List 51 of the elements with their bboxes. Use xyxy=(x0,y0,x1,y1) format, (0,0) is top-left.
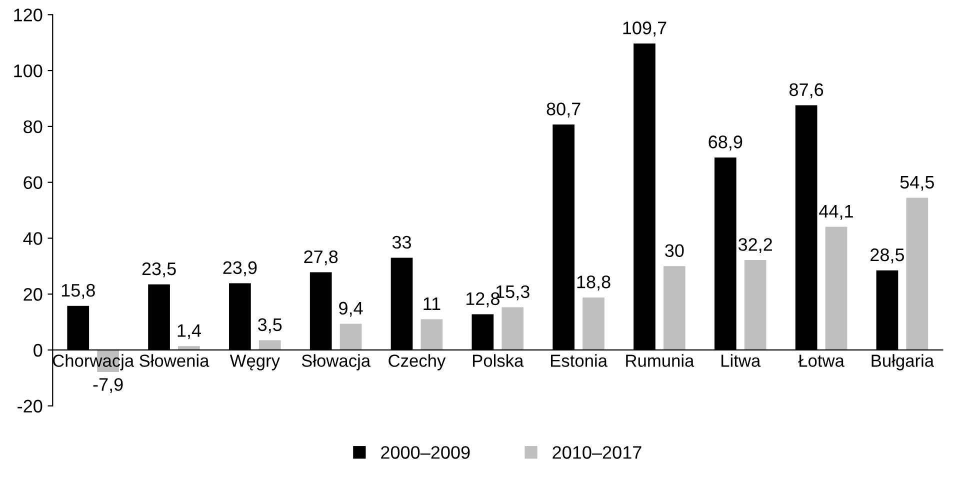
x-tick-label: Słowacja xyxy=(302,354,371,370)
data-label: 3,5 xyxy=(258,318,282,334)
y-tick-label: 100 xyxy=(14,64,42,78)
data-label: 80,7 xyxy=(546,102,580,118)
data-label: 44,1 xyxy=(819,205,853,220)
y-tick-label: 40 xyxy=(23,232,42,245)
bar xyxy=(582,297,604,350)
x-tick-label: Węgry xyxy=(230,354,280,370)
data-label: 68,9 xyxy=(708,136,742,150)
data-label: 30 xyxy=(665,244,684,258)
y-tick-label: 0 xyxy=(34,344,42,357)
x-tick-label: Czechy xyxy=(388,354,446,370)
bar xyxy=(420,319,443,350)
x-tick-label: Polska xyxy=(473,354,524,367)
data-label: 11 xyxy=(424,298,440,310)
data-label: 18,8 xyxy=(577,276,610,290)
bar xyxy=(744,260,766,350)
data-label: -7,9 xyxy=(93,378,123,394)
legend-label: 2000–2009 xyxy=(381,446,470,459)
bar xyxy=(502,307,524,350)
bar xyxy=(340,324,362,350)
data-label: 23,5 xyxy=(142,262,176,278)
bar xyxy=(664,266,686,350)
y-tick-label: 120 xyxy=(14,8,42,22)
bar xyxy=(258,340,281,350)
data-label: 9,4 xyxy=(339,302,363,317)
data-label: 32,2 xyxy=(738,238,772,254)
bar xyxy=(825,226,848,350)
data-label: 27,8 xyxy=(304,250,338,266)
data-label: 109,7 xyxy=(623,22,666,36)
data-label: 23,9 xyxy=(223,261,257,276)
x-tick-label: Rumunia xyxy=(626,354,694,367)
data-label: 1,4 xyxy=(178,324,201,340)
y-tick-label: 80 xyxy=(24,120,42,134)
y-tick-label: 60 xyxy=(24,176,42,190)
x-tick-label: Litwa xyxy=(722,354,761,367)
data-label: 33 xyxy=(392,236,412,249)
legend-label: 2010–2017 xyxy=(552,446,642,459)
x-tick-label: Chorwacja xyxy=(52,354,134,370)
data-label: 87,6 xyxy=(790,83,824,98)
y-tick-label: -20 xyxy=(18,400,42,413)
bar xyxy=(178,346,200,350)
x-tick-label: Słowenia xyxy=(140,354,210,367)
data-label: 54,5 xyxy=(900,176,934,191)
x-tick-label: Łotwa xyxy=(798,354,844,367)
data-label: 15,8 xyxy=(62,284,95,299)
data-label: 28,5 xyxy=(870,248,904,264)
y-tick-label: 20 xyxy=(24,288,42,301)
x-tick-label: Estonia xyxy=(551,354,608,367)
bar xyxy=(906,198,928,350)
x-tick-label: Bułgaria xyxy=(872,354,934,370)
